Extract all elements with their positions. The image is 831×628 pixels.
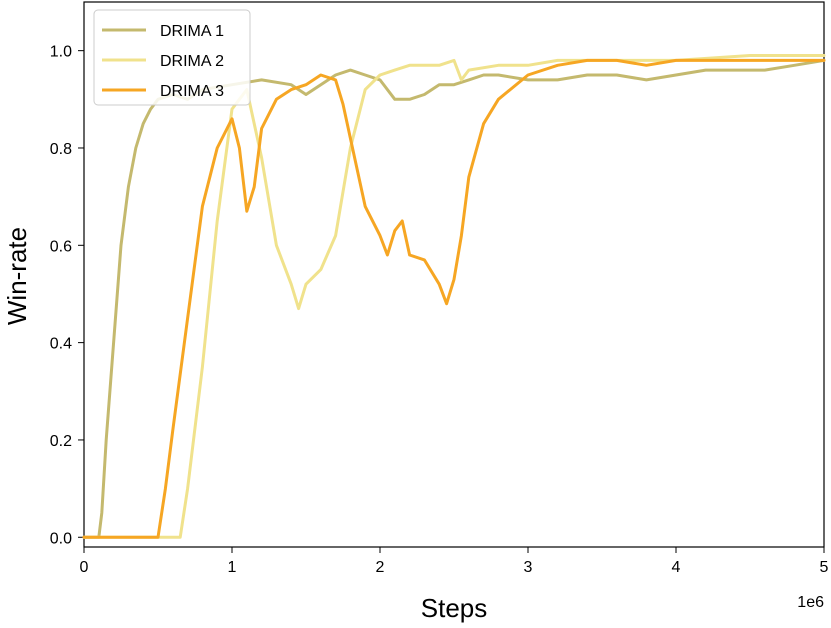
legend-label-2: DRIMA 2 — [160, 53, 224, 70]
x-tick-label: 2 — [376, 559, 385, 576]
series-lines — [82, 54, 826, 539]
legend-box — [93, 9, 251, 106]
series-line-2 — [82, 54, 826, 539]
y-tick-label: 0.0 — [50, 530, 72, 547]
x-tick-label: 1 — [228, 559, 237, 576]
y-axis-label: Win-rate — [2, 227, 32, 325]
legend-label-3: DRIMA 3 — [160, 83, 224, 100]
x-axis-label: Steps — [421, 593, 488, 623]
x-tick-label: 4 — [672, 559, 681, 576]
y-tick-label: 0.6 — [50, 238, 72, 255]
y-tick-label: 0.2 — [50, 433, 72, 450]
axis-ticks: 0 1 2 3 4 5 0.0 0.2 0.4 0.6 0.8 1.0 — [50, 44, 829, 576]
x-tick-label: 3 — [524, 559, 533, 576]
series-line-1 — [82, 58, 826, 539]
plot-frame — [83, 1, 825, 548]
y-tick-label: 1.0 — [50, 44, 72, 61]
y-tick-label: 0.4 — [50, 336, 72, 353]
x-tick-label: 0 — [80, 559, 89, 576]
y-tick-label: 0.8 — [50, 141, 72, 158]
legend-label-1: DRIMA 1 — [160, 23, 224, 40]
x-tick-label: 5 — [820, 559, 829, 576]
legend: DRIMA 1 DRIMA 2 DRIMA 3 — [93, 9, 251, 106]
series-line-3 — [82, 58, 826, 539]
x-offset-label: 1e6 — [797, 594, 824, 611]
